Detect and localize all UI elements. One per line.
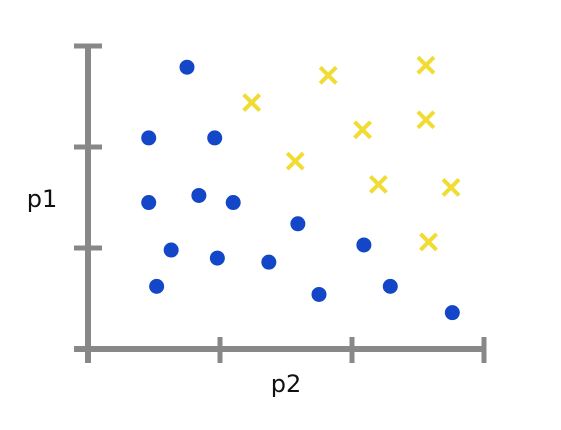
data-marks bbox=[141, 55, 461, 321]
circle-point-1 bbox=[141, 130, 157, 146]
cross-point-0 bbox=[242, 93, 262, 112]
cross-point-3 bbox=[353, 120, 372, 140]
circle-point-6 bbox=[163, 242, 179, 258]
circle-point-7 bbox=[209, 250, 225, 266]
circle-point-8 bbox=[261, 254, 277, 270]
x-axis-label: p2 bbox=[271, 370, 302, 398]
y-axis-label: p1 bbox=[27, 185, 58, 213]
circle-point-11 bbox=[149, 278, 165, 294]
circle-point-4 bbox=[191, 187, 207, 203]
circle-point-13 bbox=[382, 278, 398, 294]
circle-point-9 bbox=[290, 216, 306, 232]
cross-point-4 bbox=[416, 110, 436, 130]
circle-point-12 bbox=[311, 286, 327, 302]
circle-point-5 bbox=[225, 195, 241, 211]
axes bbox=[74, 43, 487, 363]
circle-point-0 bbox=[179, 59, 195, 75]
circle-point-14 bbox=[444, 305, 460, 321]
circle-point-3 bbox=[141, 195, 157, 211]
cross-point-8 bbox=[419, 232, 438, 252]
cross-point-2 bbox=[416, 55, 436, 75]
cross-point-6 bbox=[368, 174, 388, 194]
circle-point-10 bbox=[356, 237, 372, 253]
cross-point-1 bbox=[318, 65, 338, 85]
circle-point-2 bbox=[207, 130, 223, 146]
cross-point-5 bbox=[285, 151, 305, 171]
cross-point-7 bbox=[441, 177, 461, 197]
